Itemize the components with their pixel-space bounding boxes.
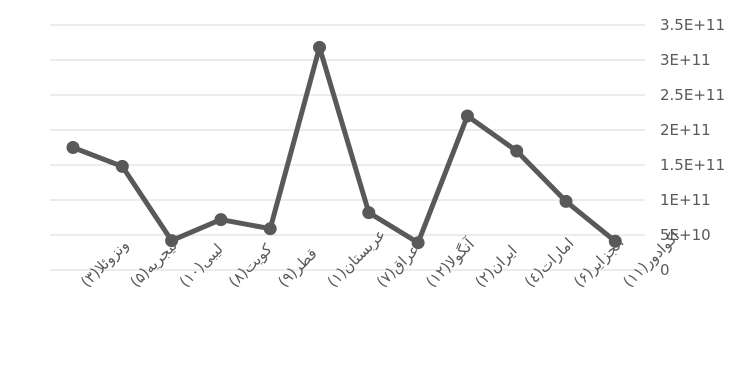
y-tick-label: 0 (660, 261, 670, 279)
series-line (72, 44, 617, 246)
data-point-11 (608, 234, 622, 248)
x-tick-label: قطر(۹) (274, 244, 320, 290)
series-line-group (72, 44, 617, 246)
y-tick-label: 1.5E+11 (660, 156, 725, 174)
data-point-10 (559, 194, 573, 208)
x-tick-label: الجزایر(۶) (570, 233, 627, 290)
x-tick-label: اکوادور(۱۱) (619, 227, 683, 291)
gridlines (50, 24, 645, 271)
y-tick-label: 2E+11 (660, 121, 711, 139)
data-point-4 (263, 222, 277, 236)
x-tick-label: نیجریه(۵) (126, 237, 180, 291)
series-points (66, 40, 622, 250)
data-point-9 (510, 144, 524, 158)
x-tick-label: کویت(۸) (225, 240, 276, 291)
data-point-3 (214, 213, 228, 227)
y-axis-tick-labels: 0 5E+10 1E+11 1.5E+11 2E+11 2.5E+11 3E+11 3.5E+… (660, 16, 725, 279)
x-tick-label: آنگولا(۱۲) (422, 235, 478, 291)
data-point-8 (460, 109, 474, 123)
data-point-2 (165, 234, 179, 248)
x-tick-label: ایران(۲) (472, 242, 521, 291)
x-tick-label: ونزوئلا(۳) (77, 236, 132, 291)
x-tick-label: امارات(٤) (521, 234, 578, 291)
y-tick-label: 5E+10 (660, 226, 711, 244)
data-point-5 (313, 40, 326, 54)
data-point-7 (411, 236, 425, 250)
y-tick-label: 2.5E+11 (660, 86, 725, 104)
x-tick-label: عراق(۷) (373, 241, 423, 291)
y-tick-label: 1E+11 (660, 191, 711, 209)
x-tick-label: لیبی(۱۰) (176, 240, 227, 291)
data-point-1 (115, 159, 129, 173)
y-tick-label: 3.5E+11 (660, 16, 725, 34)
data-point-6 (362, 206, 376, 220)
data-point-0 (66, 141, 80, 154)
y-tick-label: 3E+11 (660, 51, 711, 69)
